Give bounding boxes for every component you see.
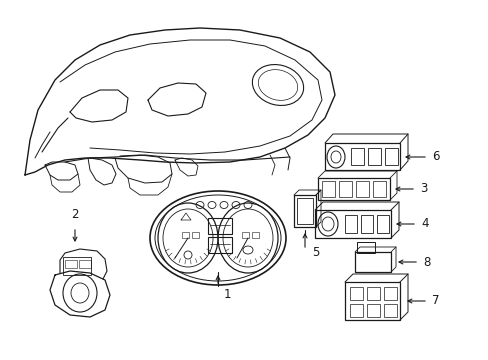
Bar <box>350 148 363 165</box>
Bar <box>325 143 399 170</box>
Bar <box>355 181 368 197</box>
Text: 4: 4 <box>420 217 428 230</box>
Bar <box>367 148 380 165</box>
Text: 5: 5 <box>312 247 319 260</box>
Bar <box>366 304 379 317</box>
Text: 7: 7 <box>431 294 439 307</box>
Bar <box>354 252 390 272</box>
Bar <box>251 232 259 238</box>
Text: 6: 6 <box>431 150 439 163</box>
Text: 8: 8 <box>423 256 430 269</box>
Bar <box>192 232 199 238</box>
Bar <box>207 237 231 253</box>
Bar <box>376 215 388 233</box>
Bar <box>360 215 372 233</box>
Bar <box>345 282 399 320</box>
Bar <box>314 210 390 238</box>
Bar <box>349 287 362 300</box>
Bar <box>383 304 396 317</box>
Bar <box>356 242 374 253</box>
Bar <box>296 198 312 224</box>
Bar <box>321 181 334 197</box>
Text: 3: 3 <box>420 183 427 195</box>
Bar <box>383 287 396 300</box>
Bar <box>79 260 91 268</box>
Bar <box>317 178 389 200</box>
Text: 2: 2 <box>71 208 79 221</box>
Bar <box>182 232 189 238</box>
Bar <box>293 195 315 227</box>
Text: 1: 1 <box>223 288 230 301</box>
Bar <box>349 304 362 317</box>
Bar <box>338 181 351 197</box>
Bar <box>207 218 231 234</box>
Bar <box>345 215 356 233</box>
Bar <box>366 287 379 300</box>
Bar <box>242 232 248 238</box>
Bar <box>63 257 91 275</box>
Bar <box>372 181 385 197</box>
Bar <box>65 260 77 268</box>
Bar <box>384 148 397 165</box>
